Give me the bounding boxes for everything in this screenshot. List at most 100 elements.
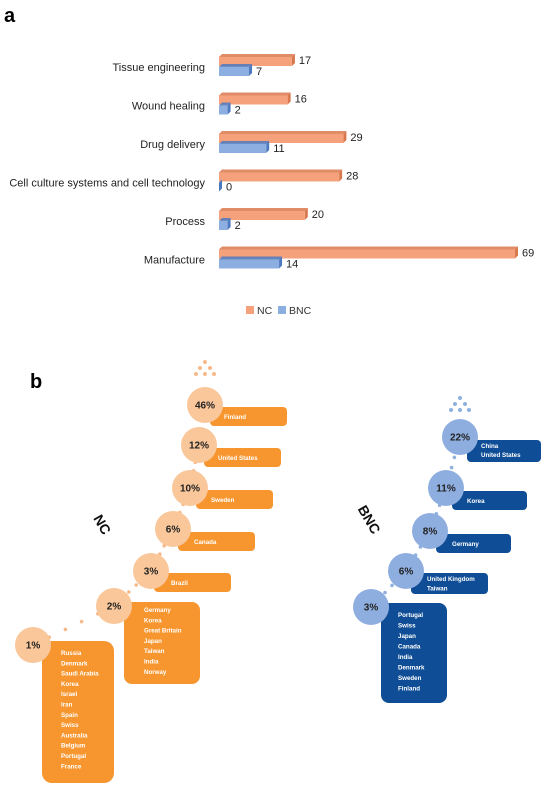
country-box bbox=[436, 534, 511, 553]
country-label: Brazil bbox=[171, 580, 188, 587]
bnc-value-label: 0 bbox=[226, 182, 232, 194]
country-label: Israel bbox=[61, 691, 77, 698]
country-label: Germany bbox=[452, 541, 479, 548]
percent-circle bbox=[133, 553, 169, 589]
category-label: Drug delivery bbox=[140, 139, 205, 151]
nc-bar-face bbox=[219, 57, 292, 66]
bnc-bar bbox=[219, 218, 231, 230]
ellipsis-dot bbox=[194, 372, 198, 376]
percent-label: 10% bbox=[180, 484, 200, 495]
bnc-value-label: 2 bbox=[235, 220, 241, 232]
ellipsis-dot bbox=[198, 366, 202, 370]
bnc-bar-face bbox=[219, 105, 228, 115]
bnc-bar-top bbox=[219, 256, 283, 260]
percent-circle bbox=[96, 588, 132, 624]
country-label: Russia bbox=[61, 650, 82, 657]
connector-dot bbox=[79, 619, 84, 624]
percent-circle bbox=[172, 470, 208, 506]
percent-circle bbox=[15, 627, 51, 663]
percent-label: 1% bbox=[26, 641, 41, 652]
nc-bar bbox=[219, 208, 308, 220]
bnc-bar bbox=[219, 256, 283, 269]
ellipsis-dot bbox=[458, 396, 462, 400]
country-box bbox=[452, 491, 527, 510]
category-label: Manufacture bbox=[144, 255, 205, 267]
bnc-value-label: 7 bbox=[256, 66, 262, 78]
ellipsis-dot bbox=[203, 372, 207, 376]
percent-circle bbox=[442, 419, 478, 455]
nc-bar-side bbox=[515, 246, 518, 259]
nc-bar-side bbox=[287, 92, 291, 105]
country-label: Korea bbox=[467, 498, 485, 505]
percent-label: 6% bbox=[166, 525, 181, 536]
connector-dot bbox=[449, 465, 454, 470]
percent-circle bbox=[428, 470, 464, 506]
bnc-bar-side bbox=[219, 179, 222, 192]
nc-value-label: 16 bbox=[295, 94, 307, 106]
country-label: Canada bbox=[194, 539, 217, 546]
nc-bar bbox=[219, 92, 291, 105]
country-label: Denmark bbox=[398, 665, 425, 672]
country-label: India bbox=[398, 654, 413, 661]
country-label: Taiwan bbox=[427, 586, 448, 593]
ellipsis-dot bbox=[203, 360, 207, 364]
percent-label: 22% bbox=[450, 433, 470, 444]
nc-bar-side bbox=[291, 54, 295, 66]
legend-swatch-nc bbox=[246, 306, 254, 314]
country-label: Swiss bbox=[61, 722, 79, 729]
nc-bar-face bbox=[219, 134, 344, 143]
bnc-bar bbox=[219, 179, 222, 192]
nc-value-label: 29 bbox=[350, 132, 362, 144]
bnc-bar-face bbox=[219, 144, 267, 153]
nc-bar bbox=[219, 54, 295, 66]
percent-label: 12% bbox=[189, 441, 209, 452]
series-title: NC bbox=[90, 512, 114, 538]
country-label: Portugal bbox=[398, 612, 423, 619]
bnc-bar-top bbox=[219, 141, 270, 144]
nc-bar-face bbox=[219, 249, 515, 259]
country-box bbox=[196, 490, 273, 509]
bnc-bar-top bbox=[219, 64, 253, 67]
bnc-bar bbox=[219, 64, 253, 76]
country-label: Japan bbox=[144, 638, 162, 645]
country-box bbox=[124, 602, 200, 684]
bnc-bar-side bbox=[227, 218, 231, 230]
country-box bbox=[204, 448, 281, 467]
ellipsis-dot bbox=[449, 408, 453, 412]
connector-dot bbox=[127, 590, 131, 594]
country-label: Sweden bbox=[398, 675, 422, 682]
country-label: Korea bbox=[61, 681, 79, 688]
bnc-bar-face bbox=[219, 221, 228, 230]
country-label: Swiss bbox=[398, 623, 416, 630]
connector-dot bbox=[452, 455, 457, 460]
nc-bar-top bbox=[219, 131, 347, 134]
country-label: Belgium bbox=[61, 743, 86, 750]
nc-value-label: 69 bbox=[522, 248, 534, 260]
nc-bar-top bbox=[219, 246, 518, 250]
percent-label: 46% bbox=[195, 401, 215, 412]
nc-value-label: 28 bbox=[346, 171, 358, 183]
country-label: Korea bbox=[144, 617, 162, 624]
country-label: India bbox=[144, 659, 159, 666]
nc-bar-face bbox=[219, 95, 288, 105]
bnc-bar-face bbox=[219, 67, 250, 76]
country-label: Taiwan bbox=[144, 648, 165, 655]
country-box bbox=[178, 532, 255, 551]
bnc-bar-side bbox=[249, 64, 253, 76]
ellipsis-dot bbox=[212, 372, 216, 376]
percent-label: 8% bbox=[423, 527, 438, 538]
country-label: France bbox=[61, 763, 82, 770]
ellipsis-dot bbox=[463, 402, 467, 406]
bnc-staircase: China United States Korea Germany United Kin… bbox=[353, 396, 541, 703]
country-label: Portugal bbox=[61, 753, 86, 760]
legend-label-bnc: BNC bbox=[289, 305, 312, 317]
percent-circle bbox=[412, 513, 448, 549]
connector-dot bbox=[383, 590, 387, 595]
bnc-value-label: 2 bbox=[235, 105, 241, 117]
nc-bar-side bbox=[339, 169, 343, 182]
nc-bar-top bbox=[219, 92, 291, 96]
nc-bar-top bbox=[219, 54, 295, 57]
bar-legend: NC BNC bbox=[246, 305, 312, 317]
nc-bar bbox=[219, 246, 518, 259]
nc-value-label: 20 bbox=[312, 209, 324, 221]
